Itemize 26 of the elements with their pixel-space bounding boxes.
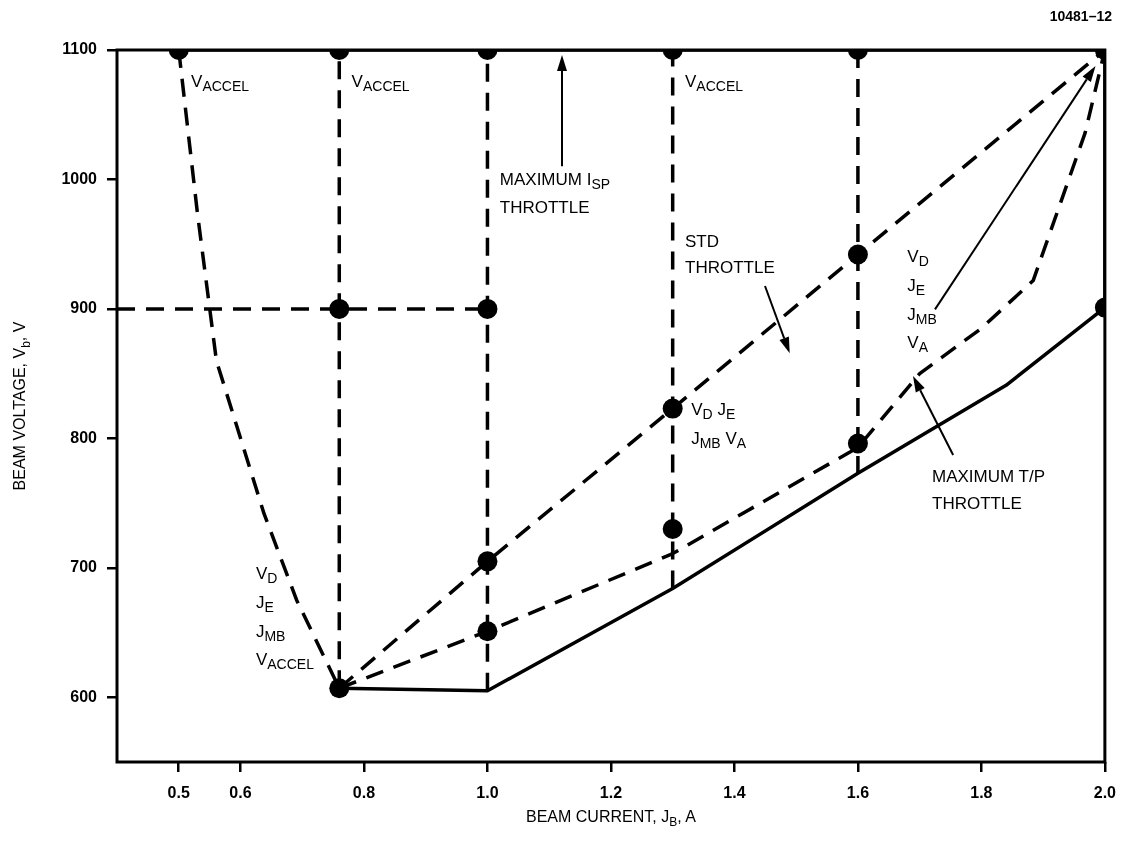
x-tick-label: 0.6 (229, 784, 252, 802)
annotation: MAXIMUM T/P THROTTLE (932, 466, 1046, 515)
x-tick-label: 1.8 (970, 784, 993, 802)
x-tick-label: 1.2 (599, 784, 623, 802)
annotation: STD THROTTLE (685, 230, 775, 279)
annotation: V$_{ACCEL}$ (685, 71, 744, 97)
annotation: V$_{ACCEL}$ (191, 71, 250, 97)
x-tick-label: 0.5 (167, 784, 190, 802)
text: 10481–12 (1049, 7, 1112, 26)
annotation: V$_{D}$ J$_{E}$ J$_{MB}$ V$_{ACCEL}$ (255, 563, 314, 675)
x-tick-label: 1.0 (476, 784, 499, 802)
x-tick-label: 2.0 (1093, 784, 1117, 802)
y-tick-label: 1000 (61, 169, 98, 187)
text: V$_{D}$ J$_{E}$ J$_{MB}$ V$_{A}$ (691, 399, 747, 451)
y-tick-label: 1100 (62, 40, 98, 58)
x-tick-label: 1.4 (723, 784, 746, 802)
y-tick-label: 700 (70, 558, 98, 576)
annotation: MAXIMUM I$_{SP}$ THROTTLE (499, 168, 611, 220)
y-tick-label: 900 (70, 299, 98, 317)
x-tick-label: 1.6 (846, 784, 870, 802)
x-axis-title: BEAM CURRENT, J$_{B}$, A (526, 808, 696, 830)
y-tick-label: 800 (70, 428, 98, 446)
y-tick-label: 600 (70, 687, 98, 705)
annotation: V$_{D}$ J$_{E}$ J$_{MB}$ V$_{A}$ (907, 246, 937, 358)
x-tick-label: 0.8 (352, 784, 376, 802)
annotation: V$_{ACCEL}$ (351, 71, 410, 97)
